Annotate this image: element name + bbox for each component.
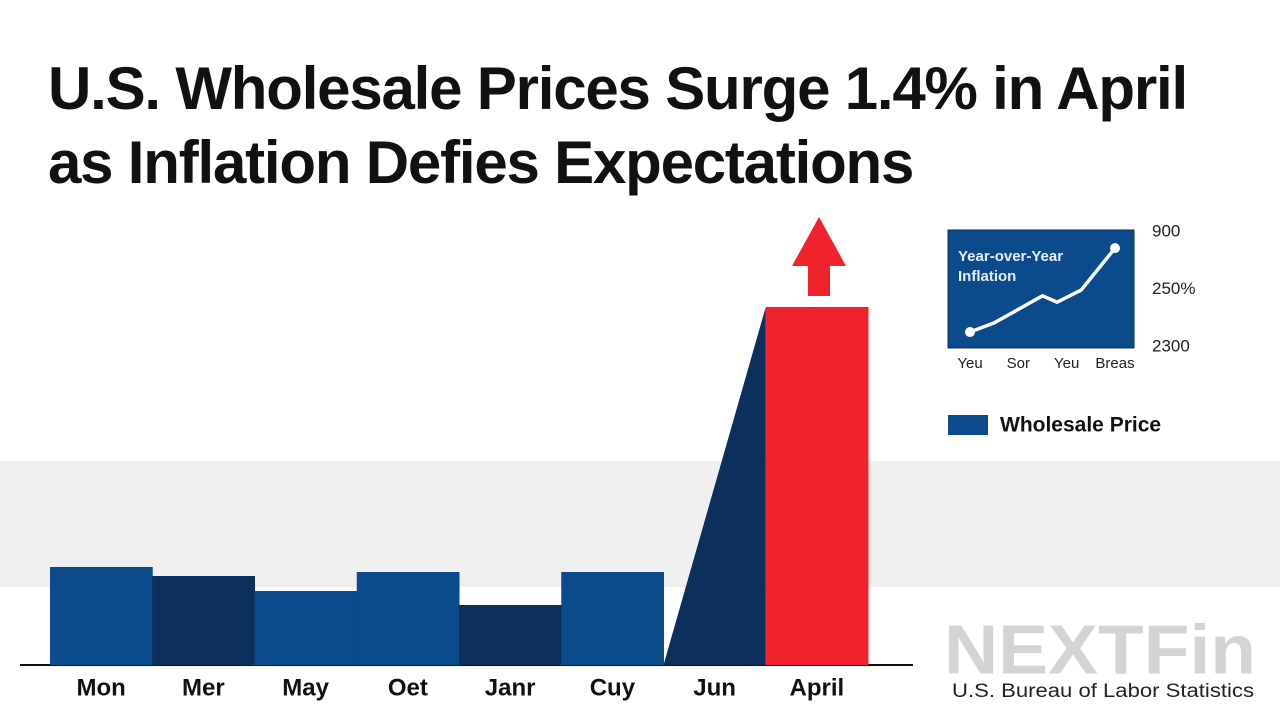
bar bbox=[561, 572, 664, 665]
bar bbox=[50, 567, 153, 665]
inset-x-tick-label: Yeu bbox=[1054, 355, 1079, 372]
inset-y-tick-label: 900 bbox=[1152, 221, 1180, 240]
inset-point bbox=[965, 327, 975, 338]
bar bbox=[663, 307, 766, 665]
background-band bbox=[0, 461, 1280, 587]
bar bbox=[765, 307, 869, 665]
inset-title: Year-over-Year Inflation bbox=[958, 248, 1063, 285]
bar bbox=[152, 576, 255, 665]
title: U.S. Wholesale Prices Surge 1.4% in Apri… bbox=[48, 55, 1188, 196]
inset-y-tick-label: 2300 bbox=[1152, 336, 1190, 355]
inset-x-tick-label: Yeu bbox=[957, 355, 982, 372]
x-tick-label: Janr bbox=[485, 674, 536, 701]
legend-label: Wholesale Price bbox=[1000, 414, 1161, 437]
inset-x-tick-label: Sor bbox=[1007, 355, 1030, 372]
inset-y-tick-label: 250% bbox=[1152, 279, 1195, 298]
source: U.S. Bureau of Labor Statistics bbox=[952, 681, 1254, 702]
legend-swatch bbox=[948, 415, 988, 435]
x-tick-label: Mon bbox=[76, 674, 125, 701]
bar bbox=[254, 591, 358, 665]
inset-x-tick-label: Breas bbox=[1095, 355, 1134, 372]
x-tick-label: May bbox=[282, 674, 329, 701]
logo: NEXTFin bbox=[944, 610, 1256, 688]
inset-line bbox=[969, 247, 1117, 334]
x-tick-label: Jun bbox=[693, 674, 736, 701]
x-tick-label: Cuy bbox=[590, 674, 636, 701]
x-tick-label: Mer bbox=[182, 674, 225, 701]
x-tick-label: Oet bbox=[388, 674, 428, 701]
bar bbox=[356, 572, 460, 665]
x-tick-label: April bbox=[790, 674, 845, 701]
bar bbox=[459, 605, 562, 665]
up-arrow bbox=[792, 217, 846, 296]
inset-point bbox=[1110, 243, 1120, 254]
